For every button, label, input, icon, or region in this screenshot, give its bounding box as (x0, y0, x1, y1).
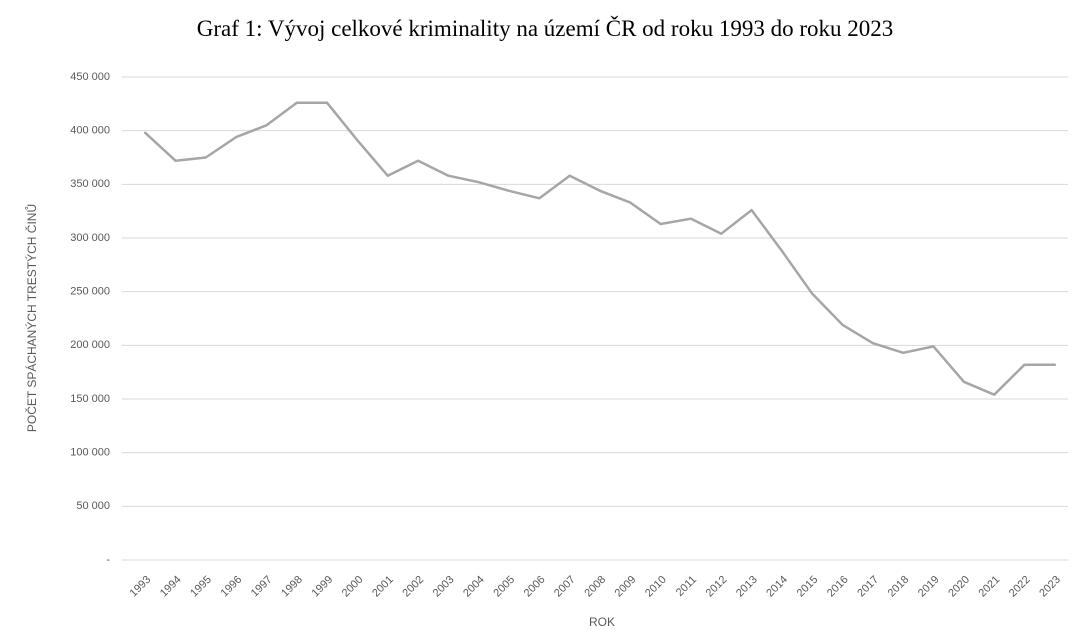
y-tick-label: 200 000 (70, 339, 110, 351)
y-tick-label: 300 000 (70, 232, 110, 244)
data-line (143, 101, 1057, 396)
y-tick-label: 400 000 (70, 125, 110, 137)
y-tick-label: 100 000 (70, 447, 110, 459)
chart-title: Graf 1: Vývoj celkové kriminality na úze… (197, 15, 894, 41)
y-tick-label: 50 000 (76, 500, 110, 512)
y-tick-label: 450 000 (70, 71, 110, 83)
y-tick-label: 350 000 (70, 178, 110, 190)
y-tick-label: - (106, 554, 110, 566)
y-tick-label: 250 000 (70, 286, 110, 298)
x-axis-label: ROK (589, 615, 615, 629)
y-axis-label: POČET SPÁCHANÝCH TRESTÝCH ČINŮ (24, 204, 39, 432)
y-tick-label: 150 000 (70, 393, 110, 405)
